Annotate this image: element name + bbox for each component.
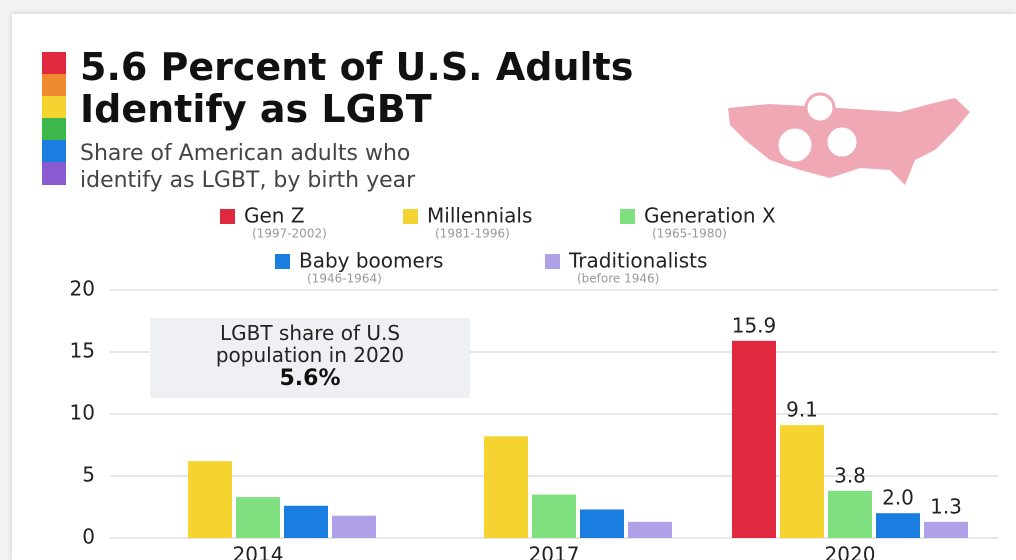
legend-swatch (403, 209, 418, 224)
legend-label: Baby boomers (299, 249, 443, 273)
legend-years: (1997-2002) (252, 227, 327, 241)
x-tick-label: 2020 (825, 543, 876, 560)
bar (924, 521, 968, 538)
value-label: 15.9 (732, 313, 777, 337)
x-tick-label: 2017 (529, 543, 580, 560)
legend-years: (1981-1996) (435, 227, 510, 241)
bar (828, 490, 872, 538)
bar (532, 494, 576, 538)
legend-label: Gen Z (244, 204, 305, 228)
legend-swatch (545, 254, 560, 269)
color-stripe (42, 52, 66, 185)
annotation-text: LGBT share of U.S population in 2020 (215, 321, 405, 367)
chart-title: 5.6 Percent of U.S. Adults Identify as L… (80, 45, 634, 131)
y-tick-label: 5 (82, 463, 95, 487)
value-label: 2.0 (882, 486, 914, 510)
legend-label: Millennials (427, 204, 532, 228)
legend-label: Generation X (644, 204, 776, 228)
legend-swatch (220, 209, 235, 224)
legend-years: (before 1946) (577, 272, 659, 286)
y-tick-label: 20 (70, 277, 95, 301)
value-label: 9.1 (786, 398, 818, 422)
bar (628, 521, 672, 538)
bar (188, 461, 232, 538)
x-tick-label: 2014 (233, 543, 284, 560)
chart-subtitle: Share of American adults who identify as… (80, 141, 416, 193)
annotation-box: LGBT share of U.S population in 2020 5.6… (150, 318, 470, 398)
bar (284, 505, 328, 538)
map-icon (728, 92, 970, 185)
legend-label: Traditionalists (568, 249, 707, 273)
bar (236, 497, 280, 538)
value-label: 3.8 (834, 463, 866, 487)
bar (876, 513, 920, 538)
annotation-value: 5.6% (279, 366, 341, 391)
bar (732, 340, 776, 538)
value-label: 1.3 (930, 494, 962, 518)
legend-years: (1946-1964) (307, 272, 382, 286)
bar (580, 509, 624, 538)
bar (484, 436, 528, 538)
legend-swatch (620, 209, 635, 224)
y-tick-label: 10 (70, 401, 95, 425)
y-tick-label: 0 (82, 525, 95, 549)
legend-swatch (275, 254, 290, 269)
bar (332, 515, 376, 538)
y-tick-label: 15 (70, 339, 95, 363)
legend-years: (1965-1980) (652, 227, 727, 241)
bar (780, 425, 824, 538)
